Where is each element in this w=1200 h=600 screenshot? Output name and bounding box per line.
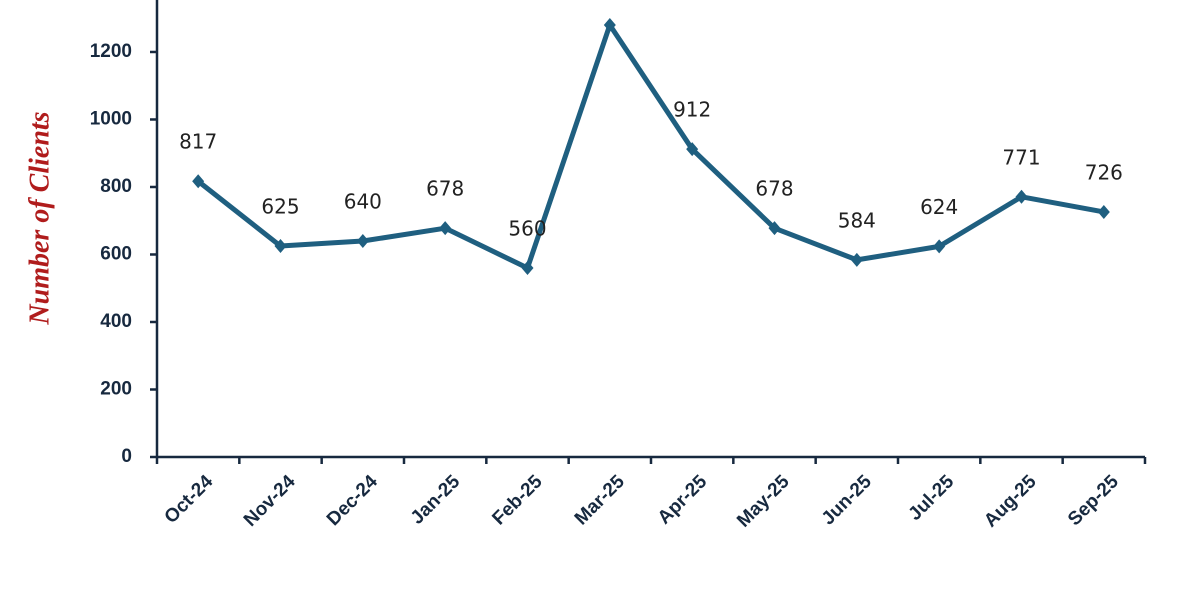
x-tick-label: Jul-25 (905, 471, 959, 525)
data-label: 624 (920, 195, 958, 219)
marker (686, 142, 699, 157)
data-label: 678 (755, 177, 793, 201)
marker (439, 221, 452, 236)
y-tick-label: 600 (100, 244, 132, 265)
marker (850, 252, 863, 267)
data-label: 640 (344, 189, 382, 213)
x-tick-label: Dec-24 (323, 471, 382, 530)
marker (356, 233, 369, 248)
x-tick-label: Jun-25 (818, 471, 876, 529)
marker (933, 239, 946, 254)
marker (768, 221, 781, 236)
y-tick-label: 200 (100, 379, 132, 400)
y-tick-label: 1200 (90, 41, 132, 62)
x-tick-label: Apr-25 (654, 471, 712, 529)
marker (1015, 189, 1028, 204)
x-tick-label: Feb-25 (488, 471, 546, 529)
marker (1097, 204, 1110, 219)
x-tick-label: Aug-25 (980, 471, 1041, 532)
marker (192, 174, 205, 189)
data-label: 912 (673, 98, 711, 122)
data-label: 678 (426, 177, 464, 201)
x-tick-label: Jan-25 (407, 471, 465, 529)
y-tick-label: 400 (100, 311, 132, 332)
x-tick-label: Mar-25 (571, 471, 629, 529)
marker (521, 260, 534, 275)
data-label: 817 (179, 130, 217, 154)
marker (603, 17, 616, 32)
marker (274, 239, 287, 254)
data-label: 584 (838, 208, 876, 232)
x-tick-label: Nov-24 (240, 471, 300, 531)
data-label: 560 (508, 216, 546, 240)
y-axis-title: Number of Clients (24, 111, 55, 325)
line (196, 22, 1105, 271)
data-label: 726 (1085, 160, 1123, 184)
x-tick-label: Sep-25 (1064, 471, 1123, 530)
data-label: 625 (261, 195, 299, 219)
x-tick-label: Oct-24 (161, 471, 218, 528)
y-tick-label: 1000 (90, 108, 132, 129)
y-tick-label: 0 (121, 446, 132, 467)
x-tick-label: May-25 (733, 471, 794, 532)
data-label: 771 (1002, 145, 1040, 169)
y-tick-label: 800 (100, 176, 132, 197)
